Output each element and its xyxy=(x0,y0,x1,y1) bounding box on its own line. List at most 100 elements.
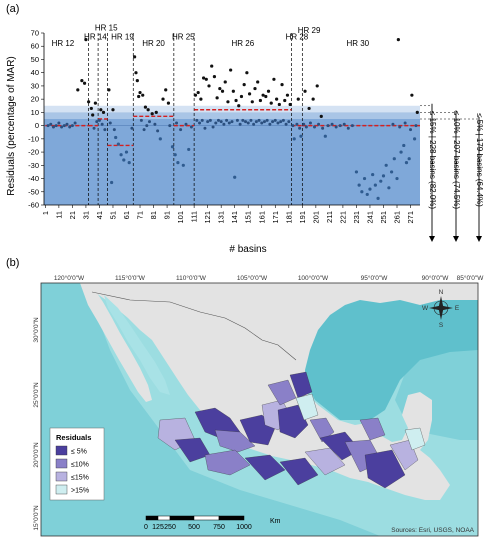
data-point xyxy=(154,110,158,114)
region-label: HR 15 xyxy=(95,23,118,32)
data-point xyxy=(91,113,95,117)
basin-polygons xyxy=(157,371,426,489)
data-point xyxy=(354,170,359,174)
data-point xyxy=(166,101,171,105)
x-tick-label: 71 xyxy=(136,211,145,219)
data-point xyxy=(200,118,204,122)
data-point xyxy=(156,129,160,133)
gulf-of-mexico xyxy=(300,283,478,420)
data-point xyxy=(342,122,346,126)
data-point xyxy=(249,118,253,122)
x-tick-label: 221 xyxy=(338,211,347,224)
data-point xyxy=(68,125,72,129)
data-point xyxy=(84,38,88,42)
data-point xyxy=(87,100,91,104)
data-point xyxy=(89,106,93,111)
data-point xyxy=(407,157,411,161)
data-point xyxy=(92,126,96,130)
data-point xyxy=(315,84,319,88)
data-point xyxy=(220,89,225,93)
x-tick-label: 11 xyxy=(54,211,63,219)
data-point xyxy=(247,92,252,96)
data-point xyxy=(291,124,295,128)
x-tick-label: 1 xyxy=(41,211,50,215)
latitude-label: 15°0'0"N xyxy=(32,505,40,531)
data-point xyxy=(95,120,99,124)
region-label: HR 12 xyxy=(52,39,75,48)
data-point xyxy=(65,122,69,126)
compass-n: N xyxy=(439,289,444,296)
data-point xyxy=(161,97,165,101)
data-point xyxy=(216,118,220,122)
data-point xyxy=(414,124,418,128)
y-tick-label: 40 xyxy=(31,68,39,77)
data-point xyxy=(143,105,148,109)
region-label: HR 26 xyxy=(231,39,254,48)
y-tick-label: 70 xyxy=(31,29,39,38)
compass-rose: N S E W xyxy=(422,289,460,329)
data-point xyxy=(119,153,123,157)
data-point xyxy=(218,86,222,91)
x-tick-label: 241 xyxy=(365,211,374,224)
data-point xyxy=(170,145,175,149)
data-point xyxy=(296,97,300,101)
y-tick-label: 30 xyxy=(31,81,39,90)
region-label: HR 19 xyxy=(111,33,134,42)
x-tick-label: 251 xyxy=(379,211,388,224)
map-frame xyxy=(40,282,479,537)
legend-swatch xyxy=(55,445,68,456)
data-point xyxy=(233,175,237,179)
data-point xyxy=(272,77,276,81)
data-point xyxy=(214,121,218,125)
data-point xyxy=(112,128,116,132)
us-mexico-border xyxy=(91,291,297,361)
data-point xyxy=(235,118,239,122)
data-point xyxy=(244,120,248,124)
data-point xyxy=(229,68,233,72)
panel-b-label: (b) xyxy=(6,257,19,269)
longitude-labels: 120°0'0"W 115°0'0"W 110°0'0"W 105°0'0"W 100°… xyxy=(54,274,484,282)
data-point xyxy=(99,108,103,112)
latitude-labels: 30°0'0"N 25°0'0"N 20°0'0"N 15°0'0"N xyxy=(32,317,40,531)
y-tick-label: -50 xyxy=(28,187,39,196)
y-tick-label: -20 xyxy=(28,148,39,157)
longitude-label: 105°0'0"W xyxy=(237,274,268,282)
data-point xyxy=(97,118,101,122)
data-point xyxy=(403,121,407,125)
data-point xyxy=(158,137,162,141)
data-point xyxy=(193,93,198,97)
y-tick-label: 0 xyxy=(35,121,39,130)
latitude-label: 25°0'0"N xyxy=(32,382,40,408)
data-point xyxy=(108,121,112,125)
longitude-label: 115°0'0"W xyxy=(115,274,146,282)
region-label: HR 29 xyxy=(298,26,321,35)
data-point xyxy=(299,134,303,138)
x-tick-label: 141 xyxy=(230,211,239,224)
data-point xyxy=(208,118,212,122)
data-point xyxy=(250,100,254,104)
x-tick-label: 81 xyxy=(149,211,158,219)
scale-label: 750 xyxy=(213,524,225,531)
data-point xyxy=(266,89,271,93)
data-point xyxy=(317,122,321,126)
data-point xyxy=(321,126,325,130)
data-point xyxy=(277,102,281,107)
data-point xyxy=(302,122,306,126)
data-point xyxy=(346,126,350,130)
data-point xyxy=(376,196,380,200)
data-point xyxy=(264,94,268,99)
data-point xyxy=(231,89,235,93)
legend-title: Residuals xyxy=(56,433,91,442)
data-point xyxy=(62,124,66,128)
data-point xyxy=(130,126,134,130)
data-point xyxy=(73,121,77,125)
x-tick-label: 31 xyxy=(81,211,90,219)
scale-segment xyxy=(145,515,159,521)
data-point xyxy=(111,108,115,112)
data-point xyxy=(330,122,334,126)
data-point xyxy=(110,180,114,185)
y-axis-label: Residuals (percentage of MAR) xyxy=(6,56,17,196)
legend-item-label: ≤10% xyxy=(71,462,89,469)
x-tick-label: 131 xyxy=(217,211,226,224)
